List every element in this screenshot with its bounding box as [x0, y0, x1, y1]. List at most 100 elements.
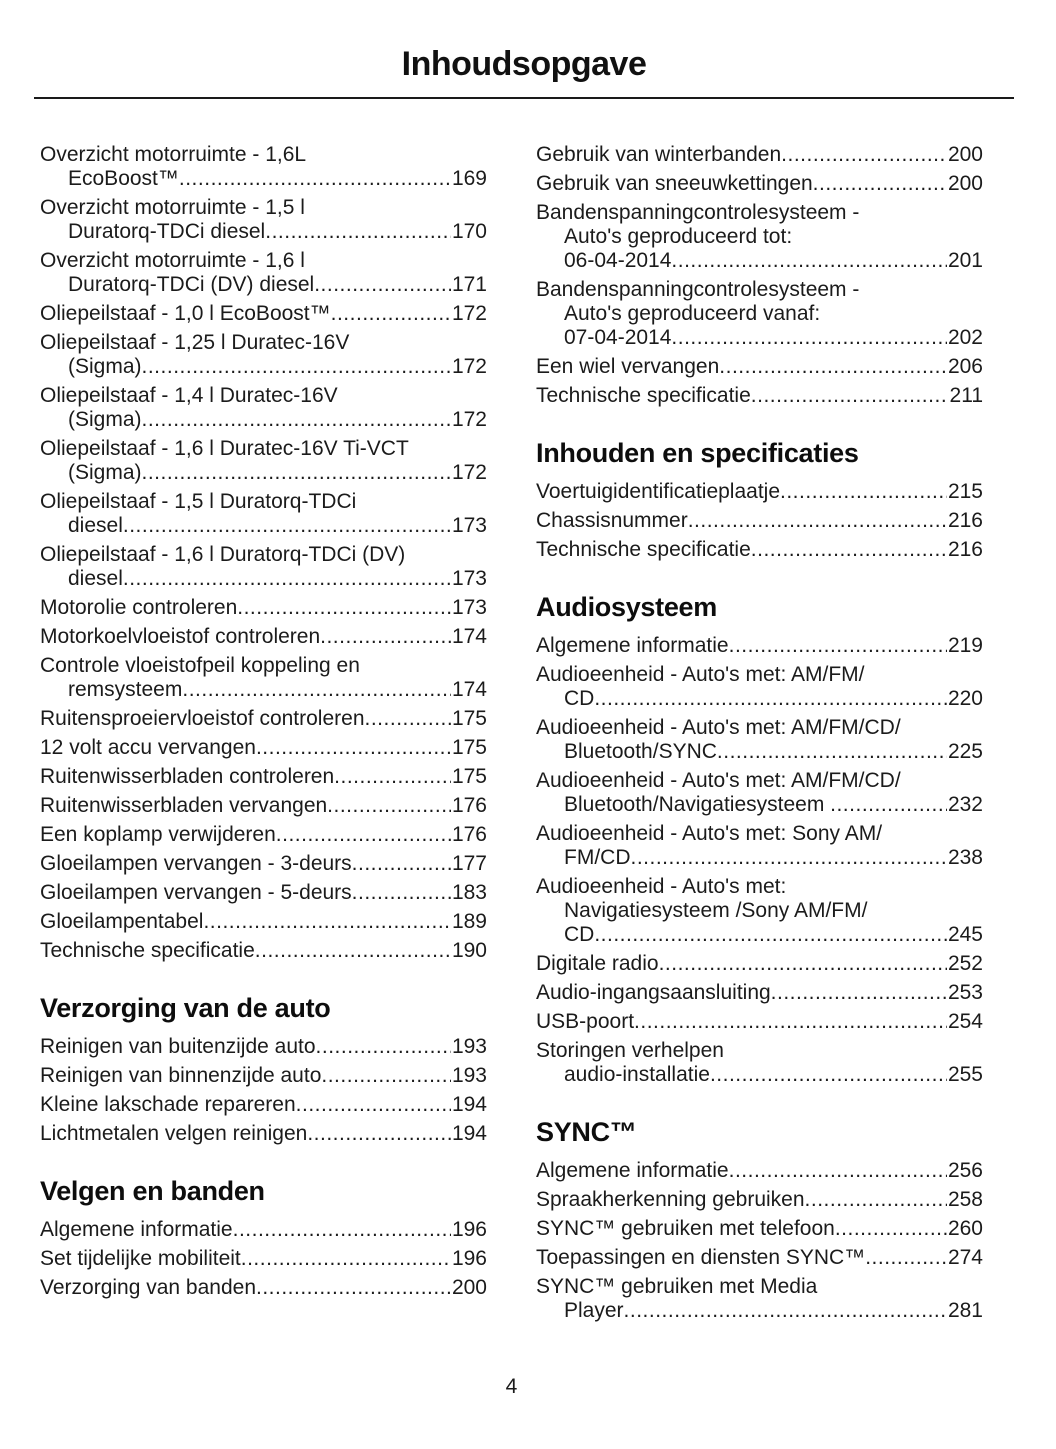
entry-page-number: 170 [451, 220, 487, 243]
entry-page-number: 171 [451, 273, 487, 296]
entry-line: (Sigma).................................… [40, 461, 487, 485]
dot-leader: ........................................… [728, 634, 947, 657]
dot-leader: ........................................… [781, 143, 947, 166]
dot-leader: ........................................… [728, 1159, 947, 1182]
toc-entry: Oliepeilstaaf - 1,6 l Duratorq-TDCi (DV)… [40, 543, 487, 591]
entry-title: Auto's geproduceerd tot: [564, 225, 793, 248]
toc-entry: Een wiel vervangen......................… [536, 355, 983, 379]
toc-entry: Gloeilampentabel........................… [40, 910, 487, 934]
toc-entry: Reinigen van binnenzijde auto...........… [40, 1064, 487, 1088]
toc-entry: Technische specificatie.................… [536, 538, 983, 562]
entry-line: Motorolie controleren...................… [40, 596, 487, 620]
entry-page-number: 172 [451, 461, 487, 484]
title-divider [34, 97, 1014, 99]
toc-entry: Oliepeilstaaf - 1,0 l EcoBoost™.........… [40, 302, 487, 326]
entry-page-number: 225 [947, 740, 983, 763]
entry-page-number: 200 [947, 172, 983, 195]
section-heading: Velgen en banden [40, 1176, 265, 1206]
toc-entry: Ruitenwisserbladen controleren..........… [40, 765, 487, 789]
toc-entry: Digitale radio..........................… [536, 952, 983, 976]
toc-entry: Audioeenheid - Auto's met: Navigatiesyste… [536, 875, 983, 947]
dot-leader: ........................................… [232, 1218, 451, 1241]
entry-line: Een koplamp verwijderen.................… [40, 823, 487, 847]
toc-section: Audiosysteem Algemene informatie.........… [536, 592, 983, 1087]
entry-page-number: 176 [451, 794, 487, 817]
toc-entry: Algemene informatie.....................… [40, 1218, 487, 1242]
dot-leader: ........................................… [178, 167, 451, 190]
dot-leader: ........................................… [709, 1063, 947, 1086]
entry-line: Lichtmetalen velgen reinigen............… [40, 1122, 487, 1146]
toc-section: Overzicht motorruimte - 1,6L EcoBoost™...… [40, 143, 487, 963]
dot-leader: ........................................… [330, 302, 451, 325]
toc-entry: Algemene informatie.....................… [536, 1159, 983, 1183]
entry-title: Audio-ingangsaansluiting [536, 981, 771, 1004]
entry-line: Technische specificatie.................… [536, 538, 983, 562]
dot-leader: ........................................… [770, 981, 947, 1004]
entry-page-number: 202 [947, 326, 983, 349]
entry-page-number: 173 [451, 567, 487, 590]
entry-page-number: 173 [451, 514, 487, 537]
entry-title: Set tijdelijke mobiliteit [40, 1247, 241, 1270]
entry-page-number: 232 [947, 793, 983, 816]
entry-line: Algemene informatie.....................… [40, 1218, 487, 1242]
toc-entry: Gloeilampen vervangen - 3-deurs.........… [40, 852, 487, 876]
toc-entry: Bandenspanningcontrolesysteem - Auto's ge… [536, 201, 983, 273]
entry-line: Digitale radio..........................… [536, 952, 983, 976]
dot-leader: ........................................… [327, 794, 451, 817]
toc-entry: Audioeenheid - Auto's met: Sony AM/FM/CD… [536, 822, 983, 870]
entry-page-number: 245 [947, 923, 983, 946]
toc-entry: Reinigen van buitenzijde auto...........… [40, 1035, 487, 1059]
toc-entry: Oliepeilstaaf - 1,6 l Duratec-16V Ti-VCT… [40, 437, 487, 485]
entry-page-number: 255 [947, 1063, 983, 1086]
entry-line: Motorkoelvloeistof controleren..........… [40, 625, 487, 649]
entry-title: 06-04-2014 [564, 249, 672, 272]
dot-leader: ........................................… [295, 1093, 451, 1116]
entry-title: 12 volt accu vervangen [40, 736, 256, 759]
toc-section: Gebruik van winterbanden................… [536, 143, 983, 408]
section-heading: Inhouden en specificaties [536, 438, 859, 468]
entry-title: (Sigma) [68, 408, 142, 431]
entry-title: Overzicht motorruimte - 1,5 l [40, 196, 305, 219]
entry-page-number: 252 [947, 952, 983, 975]
entry-page-number: 183 [451, 881, 487, 904]
entry-page-number: 220 [947, 687, 983, 710]
dot-leader: ........................................… [182, 678, 451, 701]
entry-page-number: 172 [451, 355, 487, 378]
entry-page-number: 172 [451, 408, 487, 431]
entry-title: Een wiel vervangen [536, 355, 720, 378]
entry-title: Navigatiesysteem /Sony AM/FM/ [564, 899, 868, 922]
entry-line: Technische specificatie.................… [536, 384, 983, 408]
entry-title: CD [564, 687, 595, 710]
section-heading: Audiosysteem [536, 592, 717, 622]
entry-page-number: 274 [947, 1246, 983, 1269]
entry-title: SYNC™ gebruiken met telefoon [536, 1217, 835, 1240]
entry-title: remsysteem [68, 678, 183, 701]
dot-leader: ........................................… [671, 249, 947, 272]
dot-leader: ........................................… [750, 538, 947, 561]
entry-title: Auto's geproduceerd vanaf: [564, 302, 821, 325]
entry-page-number: 169 [451, 167, 487, 190]
entry-title: Overzicht motorruimte - 1,6 l [40, 249, 305, 272]
page-footer: 4 [40, 1375, 983, 1399]
toc-section: Verzorging van de auto Reinigen van buite… [40, 993, 487, 1146]
toc-entry: SYNC™ gebruiken met Media Player.........… [536, 1275, 983, 1323]
entry-title: USB-poort [536, 1010, 635, 1033]
toc-entry: Lichtmetalen velgen reinigen............… [40, 1122, 487, 1146]
dot-leader: ........................................… [141, 461, 451, 484]
toc-entry: Gebruik van winterbanden................… [536, 143, 983, 167]
dot-leader: ........................................… [307, 1122, 451, 1145]
entry-line: Technische specificatie.................… [40, 939, 487, 963]
entry-title: Technische specificatie [536, 538, 751, 561]
entry-title: Toepassingen en diensten SYNC™ [536, 1246, 866, 1269]
entry-title: Ruitenwisserbladen vervangen [40, 794, 328, 817]
entry-title: Algemene informatie [536, 1159, 729, 1182]
entry-line: Voertuigidentificatieplaatje............… [536, 480, 983, 504]
dot-leader: ........................................… [594, 687, 947, 710]
entry-page-number: 253 [947, 981, 983, 1004]
toc-entry: Spraakherkenning gebruiken..............… [536, 1188, 983, 1212]
entry-title: audio-installatie [564, 1063, 710, 1086]
dot-leader: ........................................… [719, 355, 947, 378]
toc-entry: Algemene informatie.....................… [536, 634, 983, 658]
entry-title: Bluetooth/Navigatiesysteem [564, 793, 831, 816]
